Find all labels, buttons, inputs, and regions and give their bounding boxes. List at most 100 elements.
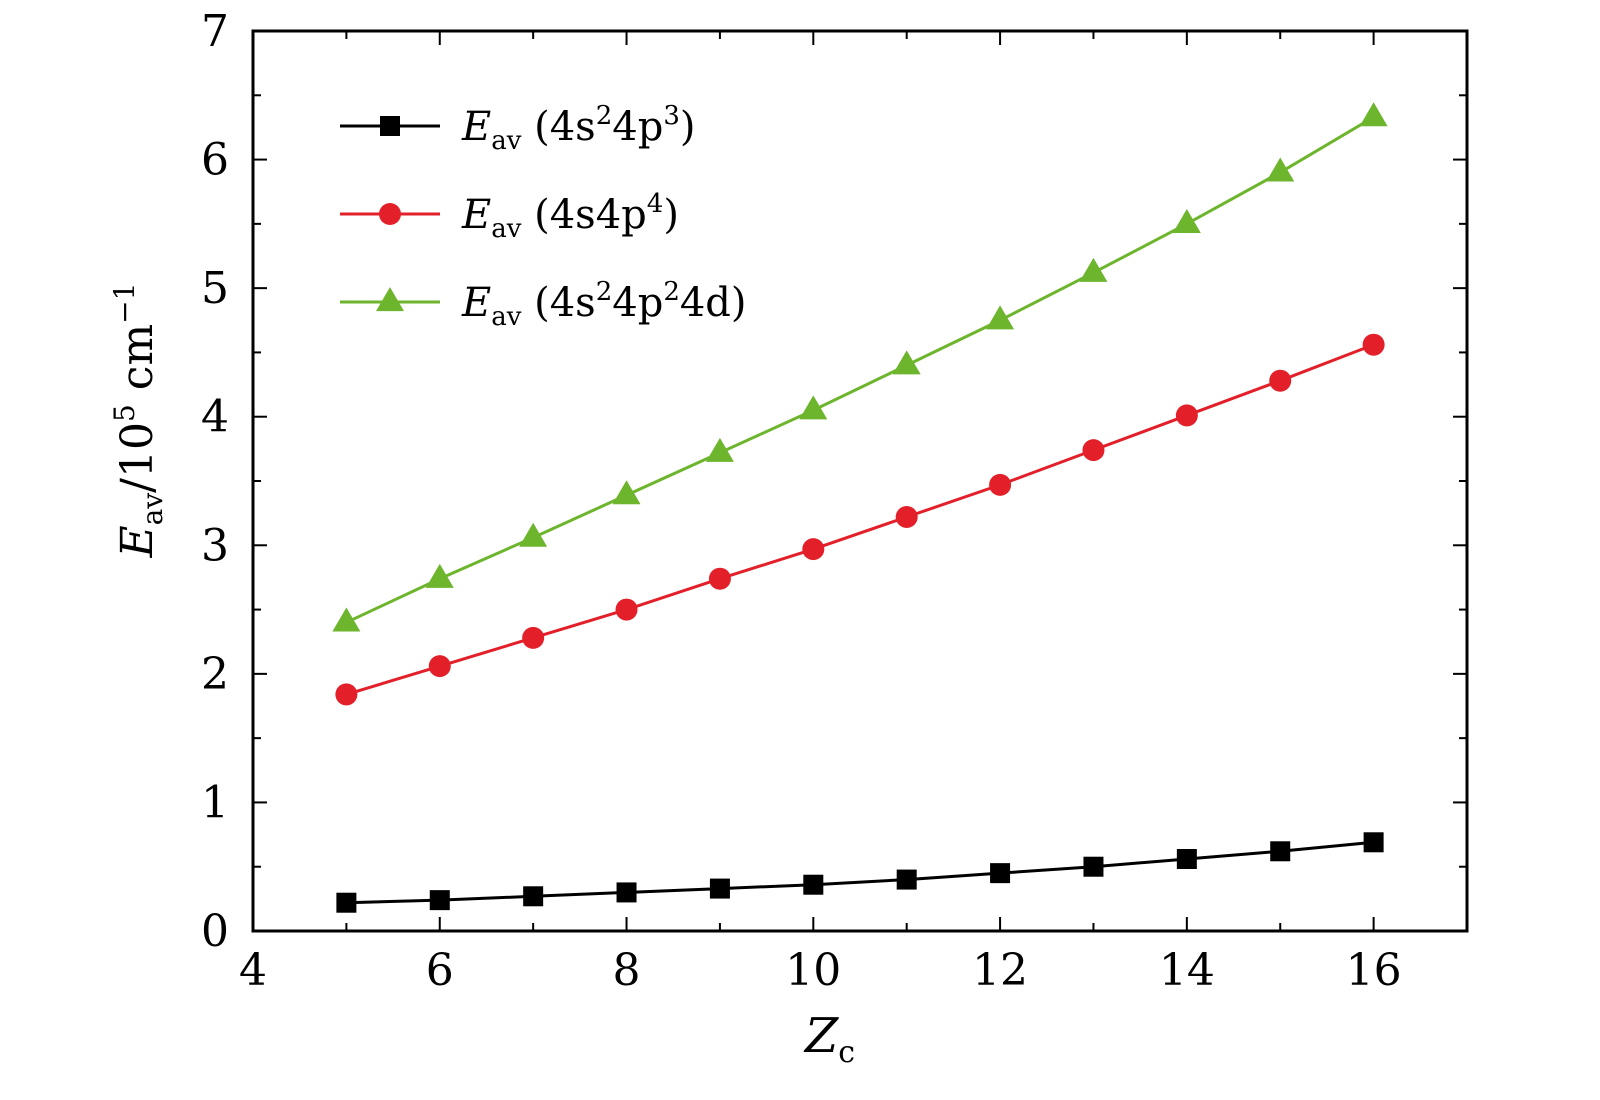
data-point-circle [1269,369,1292,392]
legend-label-part: (4s [521,104,595,150]
data-point-square [803,874,824,895]
data-point-circle [522,626,545,649]
legend-label-part: 4p [612,104,663,150]
x-tick-label: 6 [426,945,454,996]
y-axis-label-sup: 5 [108,404,141,422]
legend-label: Eav (4s4p4) [461,189,679,244]
series-line-triangle [345,115,1375,624]
series-line-circle [345,343,1375,696]
x-axis-label-sub: c [838,1035,855,1070]
legend-label-part: 2 [596,277,613,307]
legend-label-part: E [461,192,491,238]
data-point-square [523,886,544,907]
y-tick-label: 7 [201,6,229,57]
data-point-square [1176,849,1197,869]
data-point-circle [335,683,358,706]
data-point-circle [989,473,1012,496]
data-point-square [616,882,637,903]
y-tick-label: 2 [201,649,229,700]
x-axis-label-main: Z [803,1008,840,1064]
plot-frame [251,29,1469,933]
data-point-triangle [705,437,734,462]
legend-entry-circle: Eav (4s4p4) [340,189,679,244]
legend-marker [380,116,400,136]
data-point-triangle [425,563,454,588]
series-layer [332,102,1388,913]
data-point-square [1083,856,1104,877]
legend-entry-triangle: Eav (4s24p24d) [340,277,747,332]
series-circle [335,333,1385,706]
data-point-triangle [986,305,1015,330]
x-tick-label: 14 [1159,945,1215,996]
data-point-triangle [1359,102,1388,127]
legend-label: Eav (4s24p3) [461,101,695,156]
y-tick-label: 3 [201,520,229,571]
data-point-triangle [612,480,641,505]
y-tick-label: 6 [201,135,229,186]
data-point-triangle [1266,157,1295,182]
legend-label-part: 4 [647,189,664,219]
data-point-square [1363,832,1384,853]
legend-label-part: 4p [612,280,663,326]
legend-label-part: E [461,104,491,150]
data-point-circle [1362,333,1385,356]
y-tick-label: 5 [201,263,229,314]
y-axis-label-unit: cm [112,324,163,404]
data-point-triangle [799,395,828,420]
series-line-square [346,840,1374,905]
data-point-square [709,878,730,899]
data-point-circle [895,506,918,528]
x-tick-label: 10 [785,945,841,996]
data-point-square [336,892,357,913]
x-axis-label: Zc [803,1008,855,1070]
x-tick-label: 12 [972,945,1028,996]
legend: Eav (4s24p3)Eav (4s4p4)Eav (4s24p24d) [340,101,747,332]
data-point-circle [802,538,825,561]
data-point-triangle [1079,257,1108,282]
data-point-circle [1082,439,1105,462]
legend-label: Eav (4s24p24d) [461,277,747,332]
data-point-square [1270,841,1291,862]
data-point-circle [708,567,731,590]
legend-marker [376,287,404,312]
legend-label-part: ) [680,104,696,150]
y-tick-label: 4 [201,392,229,443]
y-tick-label: 1 [201,777,229,828]
y-tick-label: 0 [201,906,229,957]
data-point-circle [615,598,638,621]
data-point-triangle [519,522,548,547]
legend-marker [379,203,401,225]
y-axis-label-main: E [112,525,163,558]
data-point-triangle [892,350,921,375]
data-point-square [990,863,1011,884]
x-tick-label: 16 [1346,945,1402,996]
y-axis-label-unit-sup: −1 [108,283,141,324]
legend-label-part: E [461,280,491,326]
legend-label-part: av [491,126,522,156]
legend-label-part: 2 [663,277,680,307]
legend-label-part: av [491,214,522,244]
data-point-square [896,869,917,890]
series-triangle [332,102,1388,632]
data-point-square [429,890,450,911]
legend-entry-square: Eav (4s24p3) [340,101,695,156]
y-axis-label: Eav/105 cm−1 [108,283,169,559]
legend-label-part: (4s4p [521,192,646,238]
x-tick-label: 8 [613,945,641,996]
legend-label-part: (4s [521,280,595,326]
legend-label-part: 2 [596,101,613,131]
x-tick-label: 4 [239,945,267,996]
data-point-circle [1175,404,1198,427]
legend-label-part: 3 [663,101,680,131]
data-point-triangle [1172,208,1201,233]
data-point-circle [428,655,451,678]
series-square [336,832,1384,913]
data-point-triangle [332,607,361,632]
legend-label-part: 4d) [680,280,747,326]
y-axis-label-rest: /10 [112,422,163,493]
y-axis-label-sub: av [136,493,169,526]
legend-label-part: ) [663,192,679,238]
legend-label-part: av [491,302,522,332]
